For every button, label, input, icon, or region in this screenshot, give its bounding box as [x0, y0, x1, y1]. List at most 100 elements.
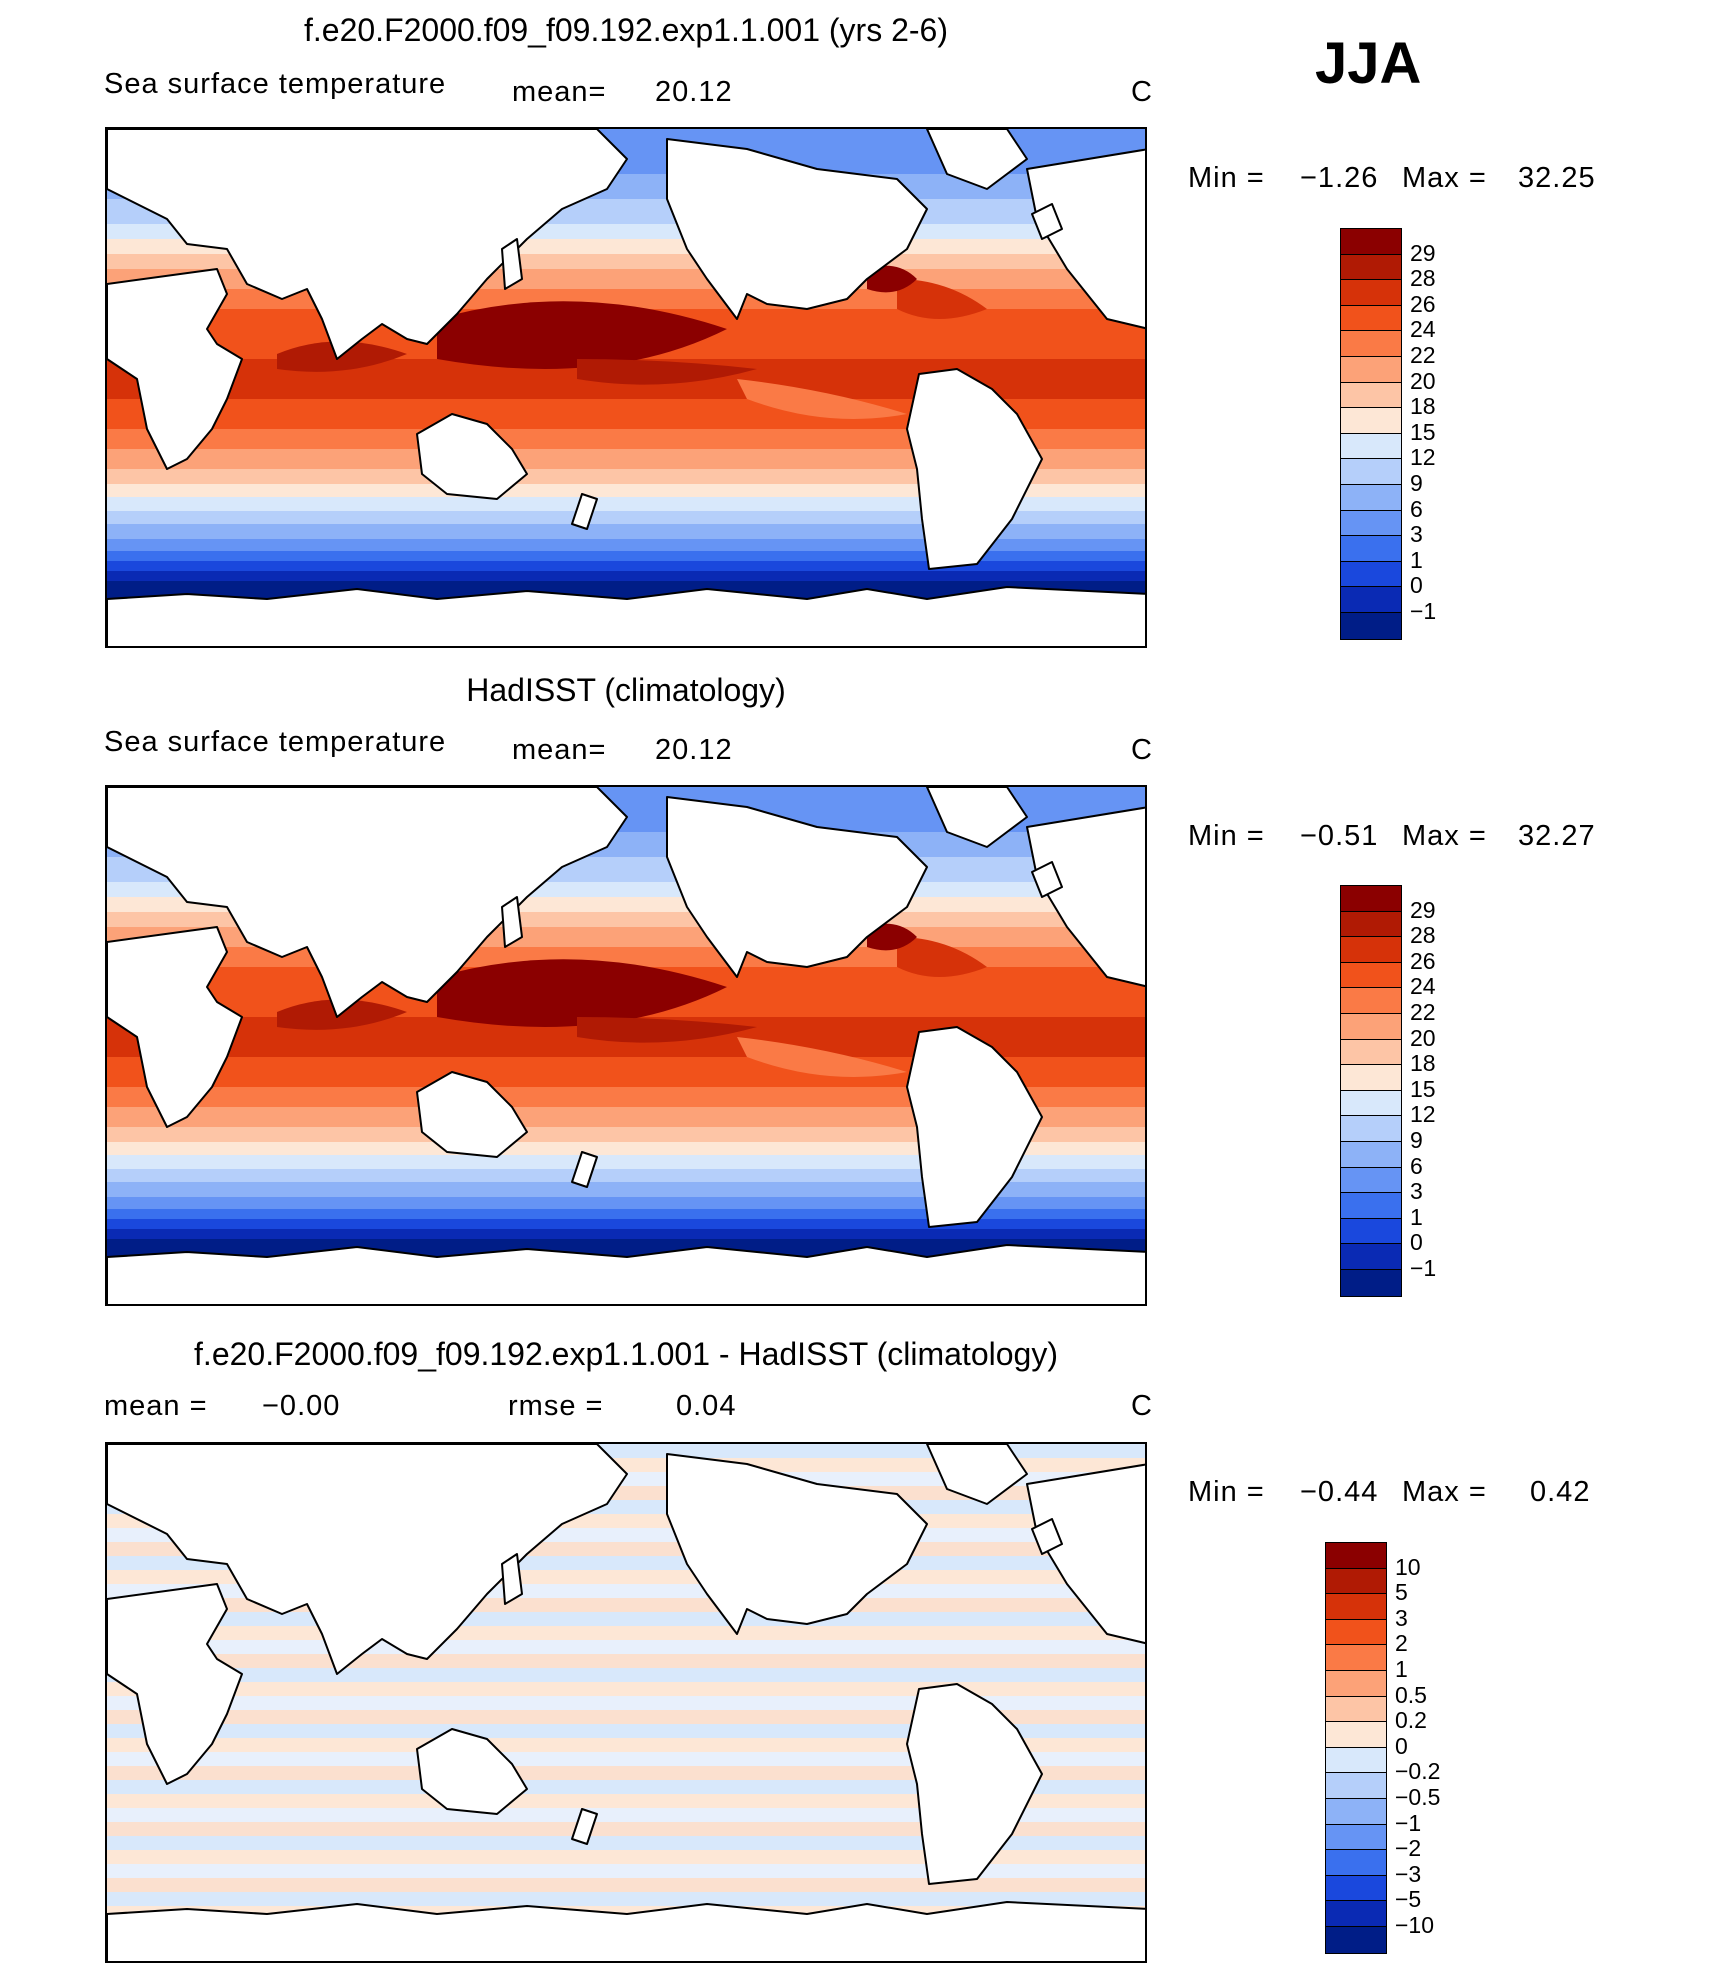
difference-band — [107, 1836, 1145, 1850]
panel3-colorbar-swatch — [1326, 1543, 1386, 1569]
panel1-colorbar-swatch — [1341, 331, 1401, 357]
australia-landmass — [416, 1728, 528, 1815]
panel2-colorbar-swatch — [1341, 886, 1401, 912]
panel1-colorbar-swatch — [1341, 356, 1401, 383]
sst-band — [107, 1142, 1145, 1155]
panel3-rmse-label: rmse = — [508, 1390, 604, 1422]
difference-band — [107, 1892, 1145, 1906]
sst-band — [107, 1182, 1145, 1197]
sst-band — [107, 1169, 1145, 1182]
panel1-colorbar-label: 28 — [1410, 265, 1436, 292]
panel2-colorbar-label: 29 — [1410, 896, 1436, 923]
panel3-rmse-value: 0.04 — [676, 1390, 737, 1422]
panel1-colorbar-label: 6 — [1410, 495, 1423, 522]
panel1-colorbar-swatch — [1341, 561, 1401, 588]
greenland-landmass — [926, 129, 1028, 190]
panel1-min-label: Min = — [1188, 162, 1265, 194]
panel3-mean-value: −0.00 — [262, 1390, 341, 1422]
sst-band — [107, 561, 1145, 571]
difference-band — [107, 1724, 1145, 1738]
panel1-colorbar-swatch — [1341, 587, 1401, 613]
greatBritain-landmass — [1031, 1518, 1063, 1555]
sst-band — [107, 1155, 1145, 1169]
panel1-colorbar-swatch — [1341, 305, 1401, 332]
panel1-title: f.e20.F2000.f09_f09.192.exp1.1.001 (yrs … — [304, 12, 948, 48]
panel2-colorbar-label: 9 — [1410, 1127, 1423, 1153]
panel2-colorbar-swatch — [1341, 988, 1401, 1014]
panel2-min-value: −0.51 — [1300, 820, 1379, 852]
panel3-colorbar-label: 1 — [1395, 1656, 1408, 1682]
southAmerica-landmass — [906, 368, 1043, 570]
sst-band — [107, 524, 1145, 539]
panel3-colorbar-label: −0.5 — [1395, 1784, 1441, 1810]
northAmerica-landmass — [666, 1453, 928, 1635]
panel3-colorbar-label: 10 — [1395, 1553, 1421, 1580]
panel3-colorbar-swatch — [1326, 1594, 1386, 1620]
panel1-colorbar-swatch — [1341, 408, 1401, 434]
panel1-colorbar-label: 24 — [1410, 316, 1436, 343]
panel1-colorbar-swatch — [1341, 510, 1401, 537]
panel1-colorbar-label: 0 — [1410, 572, 1423, 599]
sst-band — [107, 449, 1145, 469]
panel1-colorbar-label: 20 — [1410, 367, 1436, 394]
difference-band — [107, 1752, 1145, 1766]
difference-band — [107, 1822, 1145, 1836]
panel1-map-svg — [107, 129, 1145, 646]
panel1-colorbar-label: 12 — [1410, 444, 1436, 471]
panel1-colorbar-swatch — [1341, 612, 1401, 639]
difference-band — [107, 1766, 1145, 1780]
japan-landmass — [501, 238, 523, 290]
panel3-colorbar-swatch — [1326, 1798, 1386, 1825]
panel2-mean-label: mean= — [512, 734, 607, 766]
panel1-colorbar-label: 29 — [1410, 239, 1436, 266]
panel1-min-value: −1.26 — [1300, 162, 1379, 194]
panel3-max-label: Max = — [1402, 1476, 1487, 1508]
panel1-colorbar-swatch — [1341, 484, 1401, 511]
panel1-units: C — [1131, 76, 1153, 108]
panel2-min-label: Min = — [1188, 820, 1265, 852]
panel2-sst-map — [105, 785, 1147, 1306]
panel3-max-value: 0.42 — [1530, 1476, 1591, 1508]
panel3-colorbar — [1325, 1542, 1387, 1954]
panel2-colorbar-label: 6 — [1410, 1152, 1423, 1179]
panel2-colorbar-label: 20 — [1410, 1024, 1436, 1051]
difference-band — [107, 1710, 1145, 1724]
difference-band — [107, 1668, 1145, 1682]
difference-band — [107, 1962, 1147, 1963]
sst-band — [107, 511, 1145, 524]
antarctica-landmass — [107, 1901, 1145, 1961]
panel1-colorbar-label: 3 — [1410, 521, 1423, 548]
panel2-colorbar-label: 15 — [1410, 1075, 1436, 1102]
sst-band — [107, 551, 1145, 561]
northAmerica-landmass — [666, 796, 928, 978]
warm-pool-contour — [897, 937, 987, 977]
panel3-colorbar-label: −2 — [1395, 1835, 1422, 1862]
panel2-colorbar-label: 28 — [1410, 922, 1436, 949]
newZealand-landmass — [571, 1808, 598, 1845]
panel1-colorbar-label: 18 — [1410, 393, 1436, 420]
panel2-map-svg — [107, 787, 1145, 1304]
panel1-colorbar-swatch — [1341, 459, 1401, 485]
panel3-colorbar-swatch — [1326, 1696, 1386, 1723]
panel3-min-label: Min = — [1188, 1476, 1265, 1508]
panel3-colorbar-label: −1 — [1395, 1809, 1422, 1836]
greatBritain-landmass — [1031, 203, 1063, 240]
warm-pool-contour — [867, 923, 917, 951]
sst-band — [107, 1087, 1145, 1107]
panel3-colorbar-label: 3 — [1395, 1604, 1408, 1631]
difference-band — [107, 1654, 1145, 1668]
warm-pool-contour — [277, 341, 407, 372]
newZealand-landmass — [571, 1151, 598, 1188]
panel2-colorbar-swatch — [1341, 1218, 1401, 1245]
difference-band — [107, 1850, 1145, 1864]
sst-band — [107, 469, 1145, 484]
difference-band — [107, 1878, 1145, 1892]
greenland-landmass — [926, 1444, 1028, 1505]
australia-landmass — [416, 1071, 528, 1158]
panel2-colorbar-label: 3 — [1410, 1178, 1423, 1205]
panel1-colorbar-label: 9 — [1410, 470, 1423, 496]
warm-pool-contour — [437, 301, 727, 369]
panel3-colorbar-swatch — [1326, 1568, 1386, 1595]
warm-pool-contour — [867, 265, 917, 293]
japan-landmass — [501, 896, 523, 948]
